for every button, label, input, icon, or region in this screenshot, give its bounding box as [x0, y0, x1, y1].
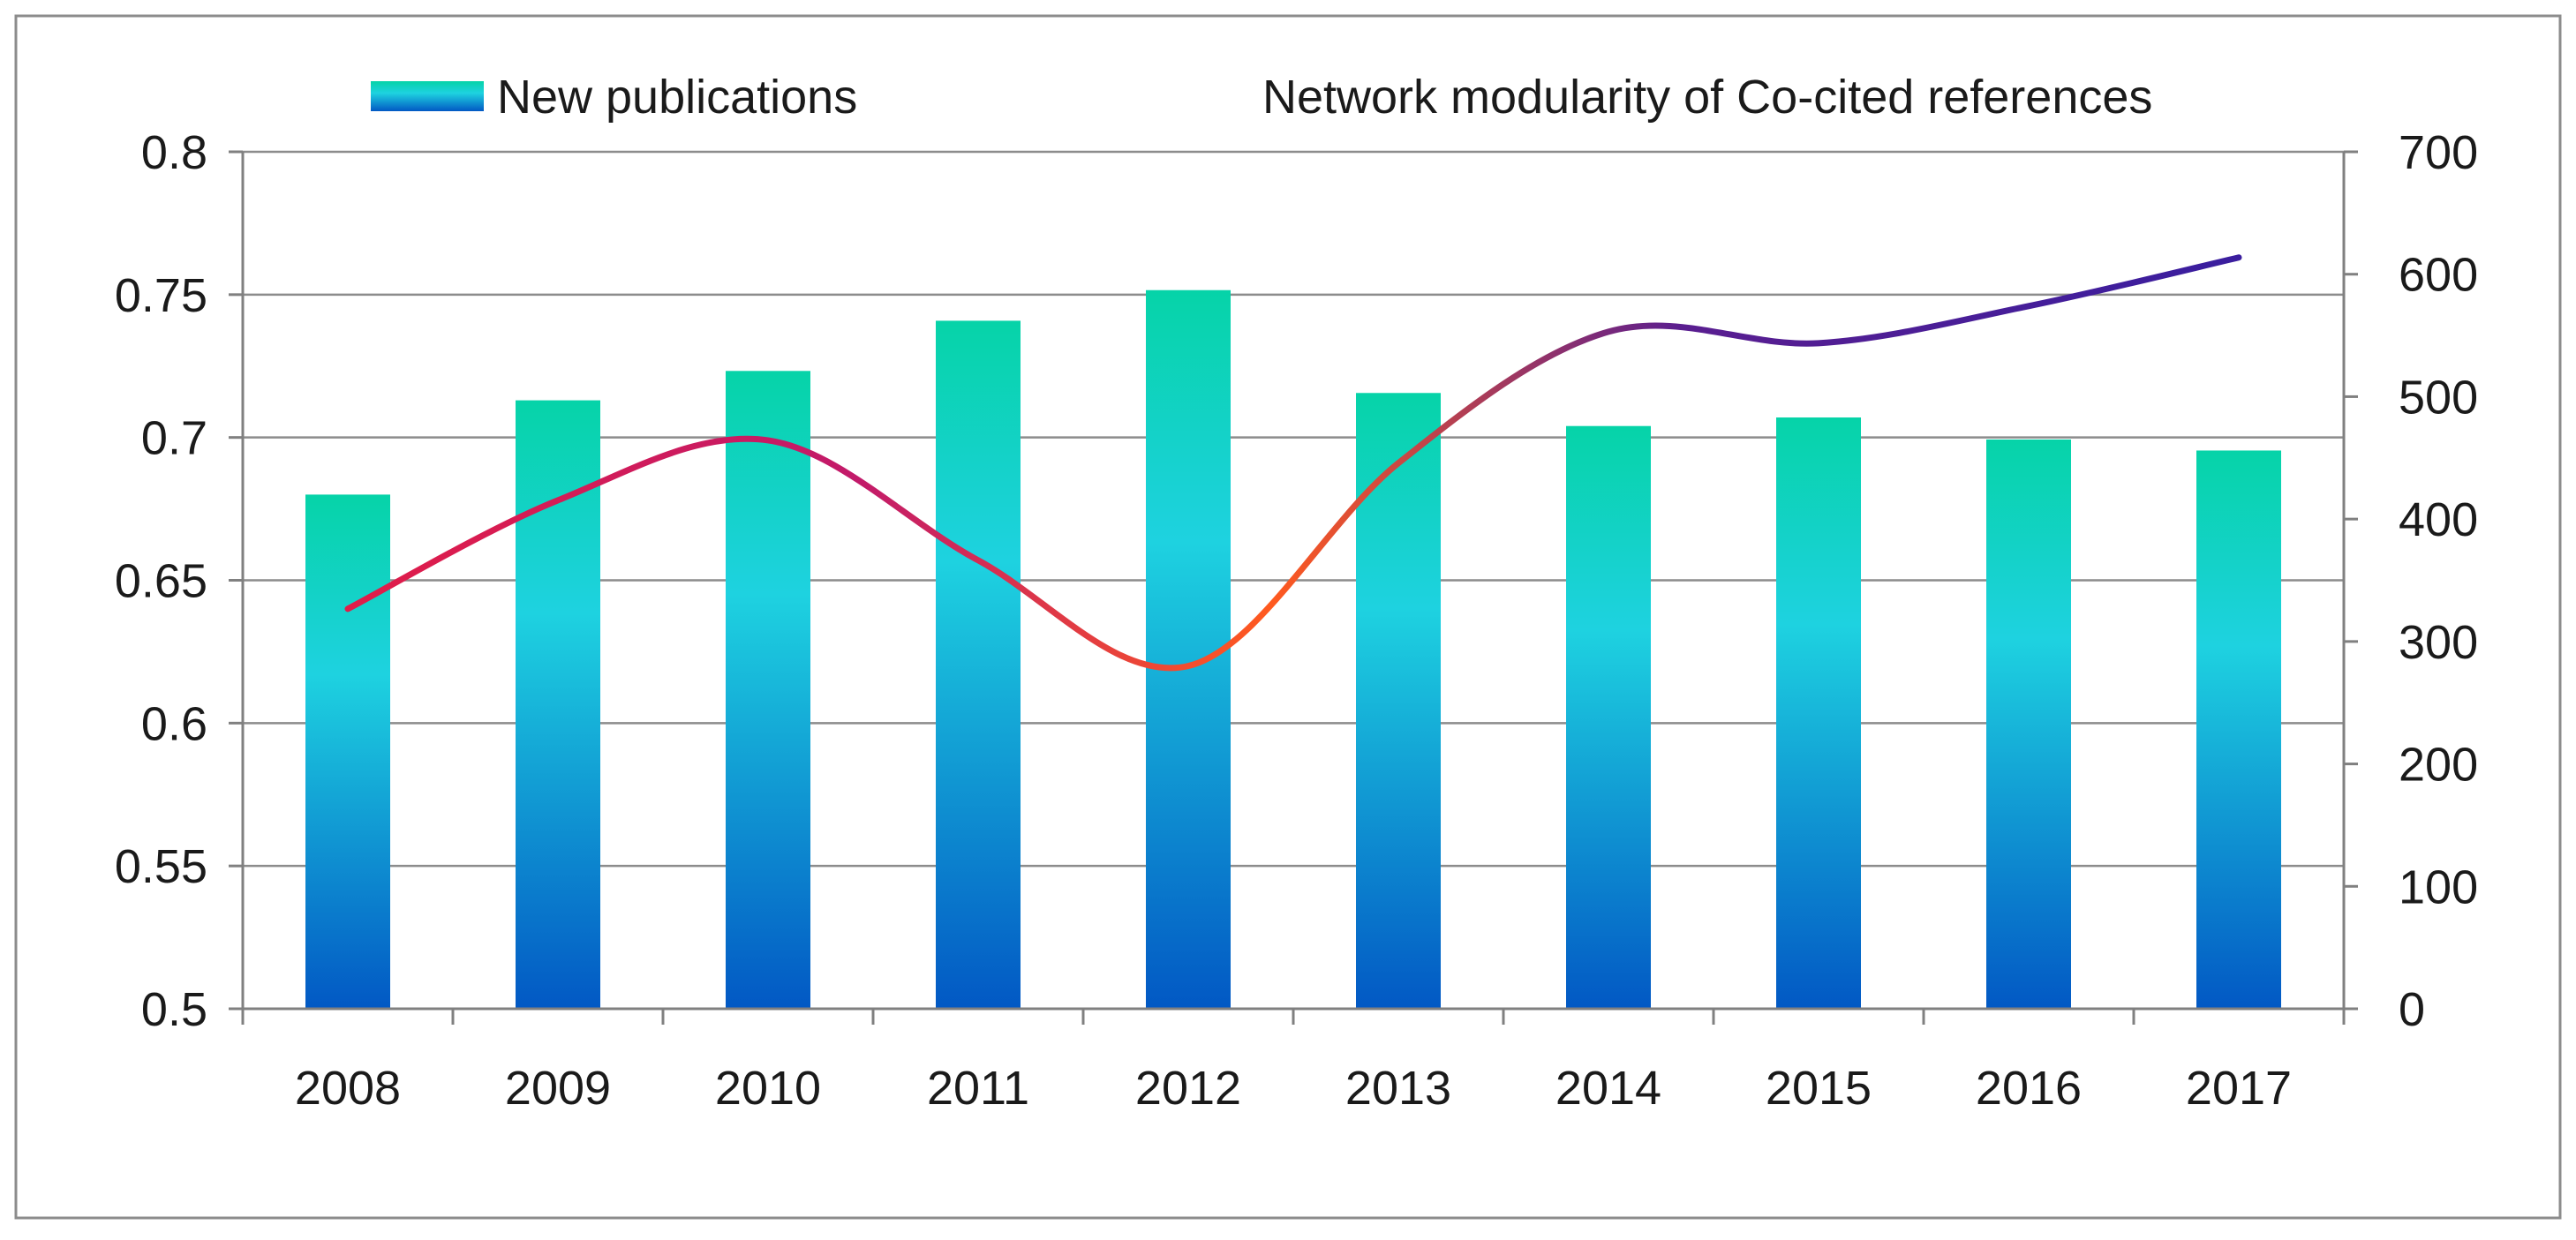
x-tick-label-2008: 2008 [295, 1062, 401, 1115]
bar-2008 [305, 494, 390, 1009]
line-network-modularity [344, 254, 2242, 672]
x-tick-label-2016: 2016 [1976, 1062, 2082, 1115]
bar-2014 [1566, 425, 1651, 1010]
x-tick-label-2017: 2017 [2186, 1062, 2292, 1115]
bar-2013 [1356, 393, 1441, 1009]
x-tick-label-2011: 2011 [927, 1062, 1029, 1115]
right-tick-label: 300 [2399, 616, 2478, 669]
bar-2017 [2196, 450, 2281, 1009]
bar-2016 [1986, 439, 2071, 1009]
left-tick-label: 0.8 [141, 126, 207, 179]
x-tick-label-2009: 2009 [505, 1062, 611, 1115]
right-tick-label: 200 [2399, 739, 2478, 792]
x-tick-label-2012: 2012 [1135, 1062, 1241, 1115]
line-series [344, 254, 2242, 672]
bar-2009 [516, 400, 600, 1010]
legend-swatch-bar [371, 81, 484, 111]
left-tick-label: 0.7 [141, 412, 207, 465]
x-tick-label-2014: 2014 [1555, 1062, 1661, 1115]
bar-2015 [1776, 417, 1861, 1009]
bar-2012 [1146, 289, 1231, 1009]
left-tick-label: 0.65 [115, 555, 207, 608]
left-tick-label: 0.5 [141, 983, 207, 1036]
chart-border [14, 14, 2562, 1220]
right-tick-label: 0 [2399, 983, 2425, 1036]
legend-label-network-modularity: Network modularity of Co-cited reference… [1262, 71, 2152, 124]
legend-label-new-publications: New publications [497, 71, 857, 124]
right-tick-label: 700 [2399, 126, 2478, 179]
x-tick-label-2013: 2013 [1345, 1062, 1451, 1115]
legend: New publications Network modularity of C… [371, 71, 2152, 124]
right-tick-label: 100 [2399, 860, 2478, 913]
left-tick-label: 0.6 [141, 697, 207, 750]
left-tick-label: 0.75 [115, 269, 207, 322]
left-tick-label: 0.55 [115, 840, 207, 893]
right-tick-label: 600 [2399, 249, 2478, 302]
right-tick-label: 400 [2399, 493, 2478, 546]
right-tick-label: 500 [2399, 371, 2478, 424]
bar-2010 [726, 371, 810, 1009]
x-tick-label-2015: 2015 [1766, 1062, 1872, 1115]
axes: 0.5 0.55 0.6 0.65 0.7 0.75 0.8 0 100 200 300 400 500… [115, 126, 2478, 1115]
bar-2011 [936, 320, 1021, 1009]
x-tick-label-2010: 2010 [715, 1062, 821, 1115]
